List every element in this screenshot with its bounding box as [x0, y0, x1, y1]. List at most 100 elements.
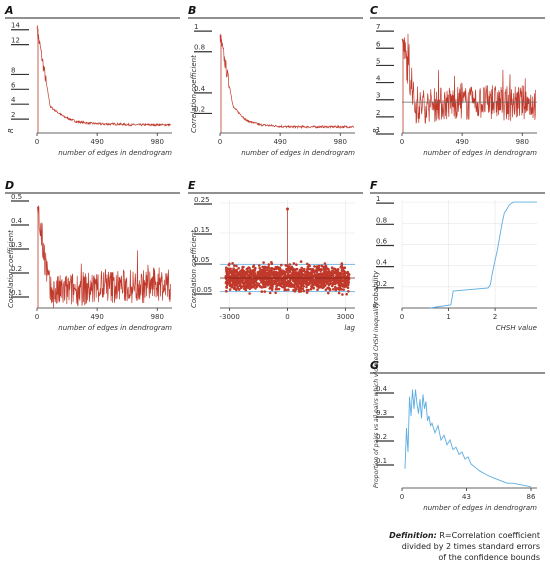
y-tick-label: 0.8 — [376, 216, 387, 224]
scatter-point — [287, 288, 290, 292]
scatter-point — [302, 268, 306, 271]
y-axis-label: Correlation coefficient — [190, 55, 198, 133]
scatter-point — [255, 278, 259, 281]
scatter-point — [344, 271, 348, 275]
scatter-point — [234, 279, 237, 282]
scatter-point — [240, 269, 243, 272]
scatter-point — [266, 268, 269, 272]
scatter-point — [309, 287, 313, 291]
panel-label: G — [370, 359, 379, 372]
scatter-point — [233, 287, 236, 291]
scatter-point — [229, 277, 232, 280]
scatter-point — [238, 288, 241, 291]
scatter-point — [247, 280, 251, 283]
scatter-point — [237, 267, 240, 270]
definition-label: Definition: — [389, 531, 437, 540]
scatter-point — [252, 285, 255, 289]
scatter-point — [235, 288, 238, 292]
x-axis-label: CHSH value — [496, 324, 537, 332]
scatter-point — [302, 285, 306, 288]
y-tick-label: 0.3 — [11, 241, 22, 249]
x-tick-label: 1 — [446, 313, 450, 321]
scatter-point — [339, 281, 342, 284]
scatter-point — [308, 281, 312, 285]
scatter-point — [324, 274, 327, 278]
scatter-point — [332, 270, 336, 274]
scatter-point — [262, 275, 266, 279]
scatter-point — [299, 274, 302, 278]
scatter-point — [254, 287, 257, 290]
panel-g: G 0.1 0.2 0.3 0.4 0 43 86 number of edges in den… — [370, 302, 545, 512]
y-tick-label: 6 — [11, 81, 16, 89]
panel-b: B 0.2 0.4 0.8 1 0 490 980 number of edges in den… — [188, 4, 363, 157]
scatter-point — [300, 266, 304, 270]
scatter-point — [324, 288, 328, 292]
scatter-point — [270, 262, 274, 266]
scatter-point — [313, 265, 316, 268]
x-tick-label: 3000 — [336, 313, 354, 321]
y-tick-label: 5 — [376, 57, 380, 65]
scatter-point — [288, 283, 292, 286]
scatter-point — [252, 270, 256, 274]
series-line — [219, 33, 354, 130]
scatter-point — [297, 281, 300, 284]
scatter-point — [261, 265, 264, 269]
scatter-point — [347, 290, 350, 293]
scatter-point — [258, 269, 262, 273]
y-axis-label: R — [7, 128, 15, 133]
scatter-point — [296, 278, 299, 282]
scatter-point — [327, 278, 330, 282]
scatter-point — [278, 270, 282, 273]
scatter-point — [263, 290, 267, 293]
y-tick-label: 7 — [376, 23, 380, 31]
scatter-point — [291, 275, 295, 278]
scatter-point — [332, 267, 336, 271]
scatter-point — [259, 285, 262, 289]
scatter-point — [313, 273, 317, 276]
scatter-point — [266, 266, 269, 270]
scatter-point — [336, 274, 340, 278]
scatter-point — [287, 265, 291, 269]
scatter-point — [235, 264, 238, 268]
x-tick-label: 86 — [527, 493, 536, 501]
scatter-point — [268, 287, 272, 290]
scatter-point — [252, 273, 256, 277]
scatter-point — [333, 281, 337, 285]
scatter-point — [283, 288, 287, 292]
scatter-point — [245, 267, 249, 271]
scatter-point — [315, 278, 319, 282]
scatter-point — [271, 273, 275, 276]
scatter-point — [298, 289, 301, 292]
scatter-point — [248, 287, 252, 291]
scatter-point — [248, 292, 251, 295]
scatter-point — [228, 288, 232, 291]
scatter-point — [233, 282, 236, 285]
y-tick-label: 4 — [376, 75, 381, 83]
scatter-point — [270, 266, 274, 270]
scatter-point — [274, 291, 277, 295]
scatter-point — [262, 280, 266, 283]
scatter-point — [307, 288, 310, 292]
panel-label: E — [188, 179, 196, 192]
peak-point — [286, 207, 289, 211]
scatter-point — [320, 280, 323, 284]
y-tick-label: 12 — [11, 37, 20, 45]
scatter-point — [231, 262, 234, 265]
x-tick-label: 0 — [400, 138, 404, 146]
panel-f: F 0.2 0.4 0.6 0.8 1 0 1 2 CHSH value Probability — [370, 179, 545, 332]
x-tick-label: 980 — [151, 313, 164, 321]
scatter-point — [315, 267, 319, 271]
x-tick-label: 490 — [90, 138, 103, 146]
scatter-point — [305, 285, 308, 289]
scatter-point — [323, 262, 327, 265]
scatter-point — [244, 280, 248, 284]
scatter-point — [346, 274, 350, 277]
x-tick-label: -3000 — [219, 313, 239, 321]
x-axis-label: number of edges in dendrogram — [241, 149, 355, 157]
scatter-point — [328, 282, 332, 286]
scatter-point — [317, 264, 321, 268]
x-tick-label: 980 — [334, 138, 347, 146]
scatter-point — [248, 273, 252, 276]
panel-a: A 2 4 6 8 12 14 0 490 980 number of edges in dendr… — [4, 4, 180, 157]
scatter-point — [341, 293, 344, 296]
